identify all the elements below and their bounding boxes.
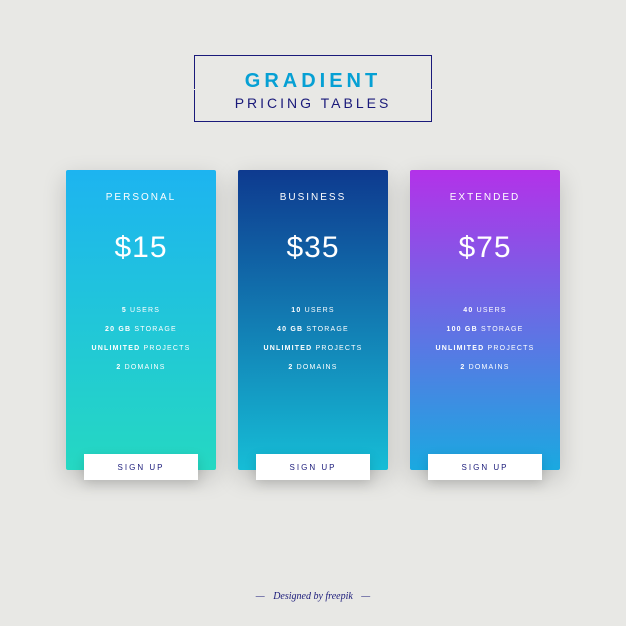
pricing-card-business: BUSINESS $35 10 USERS 40 GB STORAGE UNLIMITE… bbox=[238, 170, 388, 470]
title-box: GRADIENT PRICING TABLES bbox=[194, 55, 433, 122]
pricing-card-extended: EXTENDED $75 40 USERS 100 GB STORAGE UNLIMIT… bbox=[410, 170, 560, 470]
pricing-cards: PERSONAL $15 5 USERS 20 GB STORAGE UNLIMITED… bbox=[66, 170, 560, 470]
plan-price: $15 bbox=[114, 231, 167, 265]
feature-item: 40 USERS bbox=[463, 307, 506, 314]
title-sub: PRICING TABLES bbox=[235, 95, 392, 111]
plan-name: PERSONAL bbox=[106, 192, 176, 203]
feature-item: 2 DOMAINS bbox=[288, 364, 337, 371]
feature-item: UNLIMITED PROJECTS bbox=[435, 345, 534, 352]
feature-item: 5 USERS bbox=[122, 307, 160, 314]
feature-item: UNLIMITED PROJECTS bbox=[91, 345, 190, 352]
footer-text: Designed by freepik bbox=[273, 591, 353, 602]
pricing-card-personal: PERSONAL $15 5 USERS 20 GB STORAGE UNLIMITED… bbox=[66, 170, 216, 470]
feature-list: 40 USERS 100 GB STORAGE UNLIMITED PROJECTS… bbox=[435, 307, 534, 371]
feature-item: 2 DOMAINS bbox=[460, 364, 509, 371]
feature-list: 10 USERS 40 GB STORAGE UNLIMITED PROJECTS 2… bbox=[263, 307, 362, 371]
feature-item: 10 USERS bbox=[291, 307, 334, 314]
feature-item: 100 GB STORAGE bbox=[447, 326, 524, 333]
signup-button[interactable]: SIGN UP bbox=[428, 454, 542, 480]
feature-item: UNLIMITED PROJECTS bbox=[263, 345, 362, 352]
feature-item: 20 GB STORAGE bbox=[105, 326, 177, 333]
footer-dash-left: — bbox=[256, 591, 265, 602]
signup-button[interactable]: SIGN UP bbox=[84, 454, 198, 480]
footer: — Designed by freepik — bbox=[0, 591, 626, 602]
signup-button[interactable]: SIGN UP bbox=[256, 454, 370, 480]
feature-item: 2 DOMAINS bbox=[116, 364, 165, 371]
footer-dash-right: — bbox=[361, 591, 370, 602]
plan-name: EXTENDED bbox=[450, 192, 520, 203]
title-main: GRADIENT bbox=[235, 70, 392, 93]
feature-list: 5 USERS 20 GB STORAGE UNLIMITED PROJECTS 2 … bbox=[91, 307, 190, 371]
plan-price: $75 bbox=[458, 231, 511, 265]
plan-name: BUSINESS bbox=[280, 192, 347, 203]
feature-item: 40 GB STORAGE bbox=[277, 326, 349, 333]
plan-price: $35 bbox=[286, 231, 339, 265]
page-header: GRADIENT PRICING TABLES bbox=[194, 55, 433, 122]
